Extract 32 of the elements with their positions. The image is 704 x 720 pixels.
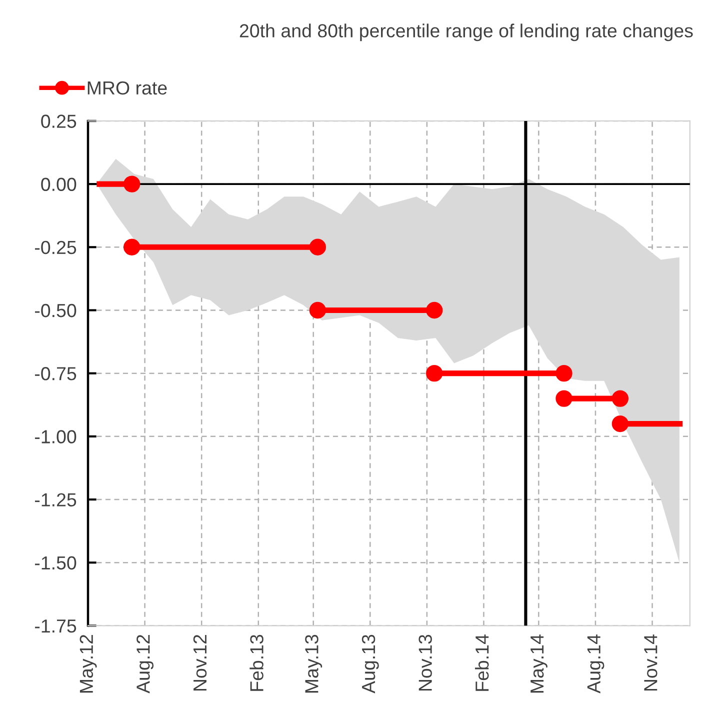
x-tick-label: Nov.13 [418, 634, 432, 690]
point [612, 415, 628, 432]
y-tick-label: -0.50 [34, 304, 76, 318]
x-tick-label: Feb.14 [474, 634, 489, 691]
point [426, 302, 443, 319]
y-tick-label: -1.75 [34, 620, 76, 633]
x-tick-label: Nov.12 [193, 634, 207, 690]
x-tick-label: Aug.14 [587, 634, 604, 694]
y-tick-label: 0.25 [41, 114, 76, 128]
y-tick-label: 0.00 [41, 178, 76, 192]
point [556, 390, 572, 407]
point [426, 364, 443, 382]
point [124, 176, 140, 192]
y-tick-label: -0.75 [34, 367, 76, 380]
y-tick-label: -1.50 [34, 556, 76, 570]
y-tick-label: -1.25 [34, 493, 76, 506]
point [556, 364, 572, 382]
chart-title: 20th and 80th percentile range of lending rate changes [240, 24, 693, 42]
point [612, 390, 628, 407]
point [124, 238, 140, 256]
x-tick-label: May.14 [530, 634, 548, 693]
y-tick-label: -1.00 [34, 430, 76, 444]
x-tick-label: May.13 [305, 634, 322, 693]
y-tick-label: -0.25 [34, 240, 76, 254]
point [309, 302, 326, 319]
legend-label: MRO rate [88, 81, 167, 95]
x-tick-label: Aug.13 [362, 634, 379, 694]
point [309, 238, 326, 256]
x-tick-label: May.12 [80, 634, 97, 693]
x-tick-label: Aug.12 [136, 634, 154, 694]
x-tick-label: Feb.13 [250, 634, 264, 691]
x-tick-label: Nov.14 [644, 634, 658, 690]
